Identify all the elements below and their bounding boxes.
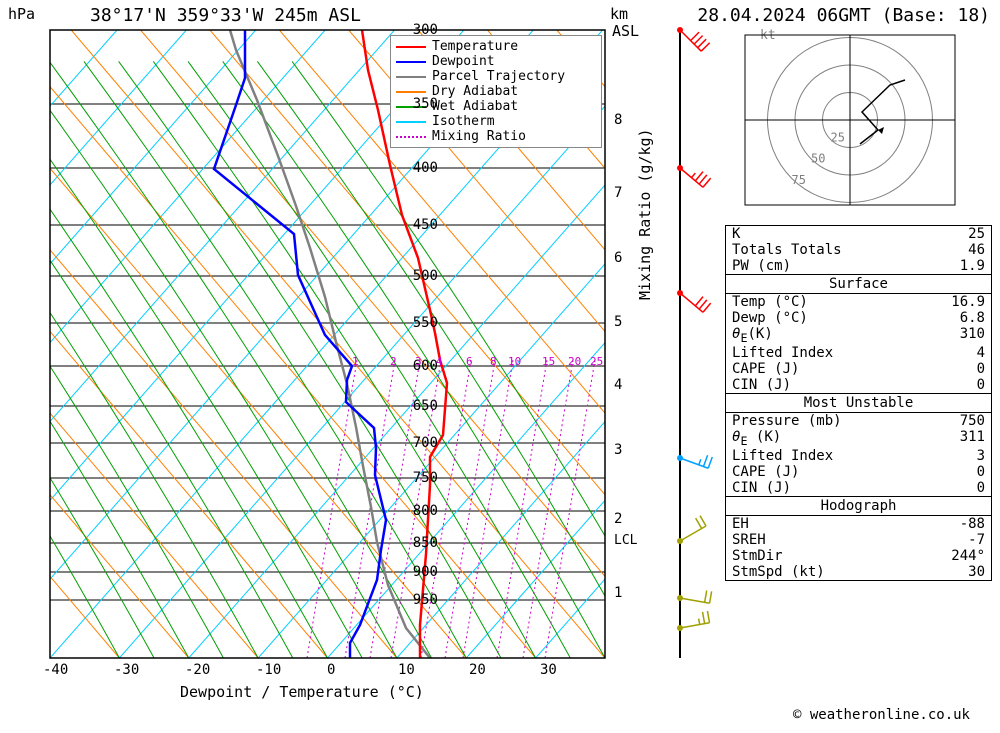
altitude-tick: 2: [614, 511, 622, 527]
pressure-tick: 900: [413, 564, 438, 580]
svg-text:75: 75: [792, 173, 806, 187]
temp-tick: 20: [469, 662, 486, 678]
temp-tick: 0: [327, 662, 335, 678]
pressure-tick: 650: [413, 398, 438, 414]
index-row: Temp (°C)16.9: [726, 294, 991, 310]
section-title: Hodograph: [726, 497, 991, 516]
index-row: StmSpd (kt)30: [726, 564, 991, 580]
pressure-tick: 300: [413, 22, 438, 38]
pressure-tick: 400: [413, 160, 438, 176]
altitude-tick: 8: [614, 112, 622, 128]
index-row: θE(K)310: [726, 326, 991, 345]
indices-table: K25Totals Totals46PW (cm)1.9SurfaceTemp …: [725, 225, 992, 581]
mixing-tick: 8: [490, 355, 497, 368]
legend-item: Dewpoint: [396, 54, 596, 69]
mixing-tick: 4: [436, 355, 443, 368]
temp-tick: -20: [185, 662, 210, 678]
temp-tick: -10: [256, 662, 281, 678]
altitude-tick: 1: [614, 585, 622, 601]
altitude-tick: 5: [614, 314, 622, 330]
copyright-text: © weatheronline.co.uk: [793, 707, 970, 723]
mixing-tick: 3: [415, 355, 422, 368]
pressure-tick: 950: [413, 592, 438, 608]
section-title: Most Unstable: [726, 394, 991, 413]
pressure-tick: 550: [413, 315, 438, 331]
legend-item: Isotherm: [396, 114, 596, 129]
altitude-tick: 4: [614, 377, 622, 393]
pressure-tick: 750: [413, 470, 438, 486]
index-row: Lifted Index4: [726, 345, 991, 361]
temp-tick: -40: [43, 662, 68, 678]
legend-item: Parcel Trajectory: [396, 69, 596, 84]
mixing-tick: 2: [390, 355, 397, 368]
temp-tick: -30: [114, 662, 139, 678]
svg-text:25: 25: [831, 130, 845, 144]
chart-legend: TemperatureDewpointParcel TrajectoryDry …: [390, 35, 602, 148]
pressure-tick: 700: [413, 435, 438, 451]
mixing-tick: 6: [466, 355, 473, 368]
pressure-tick: 450: [413, 217, 438, 233]
pressure-tick: 350: [413, 96, 438, 112]
legend-item: Mixing Ratio: [396, 129, 596, 144]
altitude-tick: 6: [614, 250, 622, 266]
index-row: Totals Totals46: [726, 242, 991, 258]
index-row: PW (cm)1.9: [726, 258, 991, 274]
legend-item: Temperature: [396, 39, 596, 54]
svg-text:50: 50: [811, 152, 825, 166]
index-row: K25: [726, 226, 991, 242]
index-row: Dewp (°C)6.8: [726, 310, 991, 326]
temp-tick: 10: [398, 662, 415, 678]
index-row: EH-88: [726, 516, 991, 532]
index-row: SREH-7: [726, 532, 991, 548]
pressure-tick: 800: [413, 503, 438, 519]
pressure-tick: 500: [413, 268, 438, 284]
section-title: Surface: [726, 275, 991, 294]
index-row: Pressure (mb)750: [726, 413, 991, 429]
altitude-tick: 7: [614, 185, 622, 201]
index-row: CAPE (J)0: [726, 464, 991, 480]
index-row: θE (K)311: [726, 429, 991, 448]
x-axis-label: Dewpoint / Temperature (°C): [180, 683, 424, 701]
index-row: CIN (J)0: [726, 480, 991, 496]
index-row: Lifted Index3: [726, 448, 991, 464]
mixing-tick: 20: [568, 355, 581, 368]
index-row: StmDir244°: [726, 548, 991, 564]
pressure-tick: 850: [413, 535, 438, 551]
mixing-ratio-label: Mixing Ratio (g/kg): [636, 128, 654, 300]
lcl-label: LCL: [614, 533, 637, 548]
temp-tick: 30: [540, 662, 557, 678]
index-row: CAPE (J)0: [726, 361, 991, 377]
mixing-tick: 1: [352, 355, 359, 368]
mixing-tick: 10: [508, 355, 521, 368]
index-row: CIN (J)0: [726, 377, 991, 393]
mixing-tick: 15: [542, 355, 555, 368]
altitude-tick: 3: [614, 442, 622, 458]
mixing-tick: 25: [590, 355, 603, 368]
